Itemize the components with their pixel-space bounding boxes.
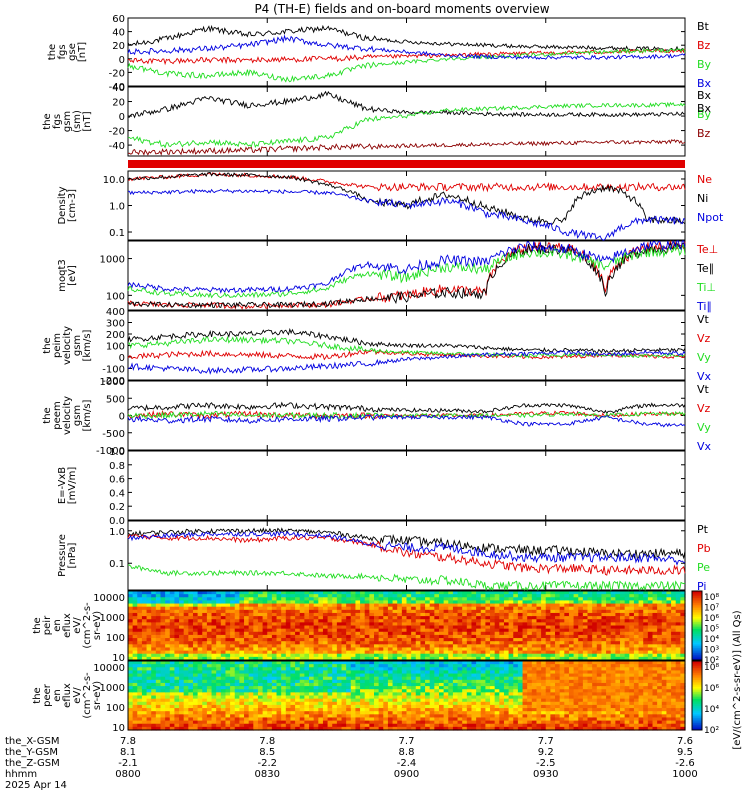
panel-8-series-Pb: [128, 535, 685, 576]
panel-5-legend-2: Vy: [697, 351, 711, 364]
panel-0-legend-2: By: [697, 58, 712, 71]
panel-8-ylabel: [nPa]: [67, 542, 78, 568]
panel-7-ytick-label: 1.0: [109, 447, 125, 458]
panel-3-ytick-label: 10.0: [103, 175, 125, 186]
panel-8-ytick-label: 0.1: [109, 559, 125, 570]
panel-4-ytick-label: 100: [106, 291, 125, 302]
panel-8-legend-0: Pt: [697, 523, 709, 536]
panel-1-legend-0: Bx: [697, 89, 712, 102]
panel-5-ytick-label: -100: [102, 365, 125, 376]
panel-6-legend-3: Vx: [697, 440, 712, 453]
panel-5-legend-3: Vx: [697, 370, 712, 383]
panel-5-ytick-label: 300: [106, 319, 125, 330]
panel-3-ytick-label: 0.1: [109, 228, 125, 239]
panel-6-legend-1: Vz: [697, 402, 711, 415]
panel-0-ytick-label: 0: [119, 55, 125, 66]
panel-0-legend-0: Bt: [697, 20, 710, 33]
panel-7-frame: [128, 451, 685, 520]
panel-9-ytick-label: 1000: [100, 613, 125, 624]
panel-4-series-Te⊥: [128, 241, 685, 308]
panel-5-legend-0: Vt: [697, 313, 710, 326]
panel-4-legend-2: Ti⊥: [696, 281, 716, 294]
panel-8-ytick-label: 1.0: [109, 527, 125, 538]
panel-10-ytick-label: 10000: [93, 663, 125, 674]
panel-0-ytick-label: 40: [112, 28, 125, 39]
panel-1-ytick-label: 0: [119, 112, 125, 123]
panel-0-ytick-label: -20: [109, 68, 125, 79]
panel-0-series-Bz: [128, 49, 685, 64]
panel-3-legend-2: Npot: [697, 211, 724, 224]
panel-8-legend-2: Pe: [697, 561, 710, 574]
panel-3-legend-0: Ne: [697, 173, 712, 186]
panel-1-ytick-label: 40: [112, 83, 125, 94]
panel-0-legend-1: Bz: [697, 39, 711, 52]
panel-0-ytick-label: 60: [112, 14, 125, 25]
panel-8-legend-1: Pb: [697, 542, 711, 555]
panel-0-ylabel: [nT]: [77, 42, 88, 62]
panel-9-ytick-label: 10000: [93, 593, 125, 604]
panel-6-legend-2: Vy: [697, 421, 711, 434]
panel-6-legend-0: Vt: [697, 383, 710, 396]
panel-0-ytick-label: 20: [112, 41, 125, 52]
panel-1-ytick-label: -40: [109, 141, 125, 152]
panel-5-ytick-label: 100: [106, 342, 125, 353]
panel-1-ytick-label: 20: [112, 98, 125, 109]
panel-5-legend-1: Vz: [697, 332, 711, 345]
panel-6-ytick-label: 0: [119, 412, 125, 423]
panel-4-legend-0: Te⊥: [696, 243, 718, 256]
panel-6-ytick-label: 1000: [100, 377, 125, 388]
panel-7-ytick-label: 0.8: [109, 461, 125, 472]
panel-7-ytick-label: 0.2: [109, 502, 125, 513]
panel-7-ytick-label: 0.4: [109, 488, 125, 499]
panel-4-series-Ti∥: [128, 241, 685, 293]
panel-7-ytick-label: 0.6: [109, 475, 125, 486]
panel-4-legend-3: Ti∥: [696, 300, 712, 313]
panel-3-legend-1: Ni: [697, 192, 708, 205]
panel-1-ylabel: [nT]: [82, 111, 93, 131]
panel-8-frame: [128, 521, 685, 590]
panel-5-ytick-label: 0: [119, 353, 125, 364]
panel-4-ytick-label: 1000: [100, 255, 125, 266]
panel-4-legend-1: Te∥: [696, 262, 714, 275]
panel-3-series-Npot: [128, 189, 685, 240]
panel-7-ytick-label: 0.0: [109, 516, 125, 527]
panel-5-ytick-label: 400: [106, 307, 125, 318]
figure-title: P4 (TH-E) fields and on-board moments ov…: [254, 2, 549, 16]
panel-5-ytick-label: 200: [106, 330, 125, 341]
panel-1-series-By: [128, 103, 685, 148]
panel-3-ylabel: [cm-3]: [67, 189, 78, 222]
panel-1-legend-extra: Bx: [697, 102, 712, 115]
quality-strip: [128, 160, 685, 168]
panel-4-ylabel: [eV]: [67, 265, 78, 286]
panel-3-ytick-label: 1.0: [109, 202, 125, 213]
panel-6-ytick-label: 500: [106, 394, 125, 405]
panel-7-ylabel: [mV/m]: [67, 467, 78, 505]
panel-10-ytick-label: 1000: [100, 683, 125, 694]
panel-1-legend-2: Bz: [697, 127, 711, 140]
panel-1-ytick-label: -20: [109, 127, 125, 138]
panel-10-ytick-label: 100: [106, 703, 125, 714]
panel-5-ylabel: [km/s]: [82, 329, 93, 361]
panel-6-ylabel: [km/s]: [82, 399, 93, 431]
panel-9-ytick-label: 100: [106, 633, 125, 644]
panel-10-ytick-label: 10: [112, 723, 125, 734]
panel-3-series-Ni: [128, 173, 685, 225]
panel-1-series-Bx: [128, 92, 685, 118]
panel-6-ytick-label: -500: [102, 429, 125, 440]
